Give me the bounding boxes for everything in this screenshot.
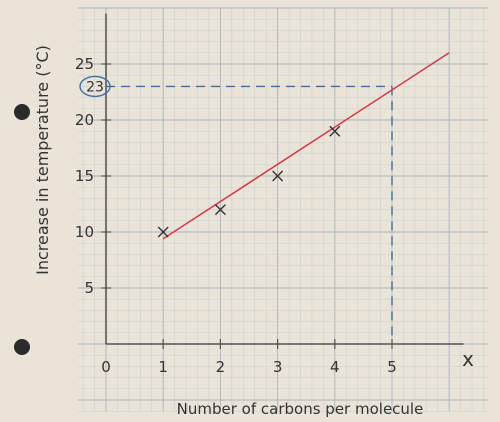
data-point [329, 125, 341, 137]
best-fit-line [162, 52, 450, 240]
reading-value-label: 23 [86, 79, 104, 95]
data-point-stroke [329, 125, 341, 137]
y-axis-label: Increase in temperature (°C) [33, 45, 52, 275]
data-point-stroke [214, 204, 226, 216]
y-tick-label: 15 [75, 167, 94, 185]
y-tick-label: 5 [84, 279, 94, 297]
data-point [272, 170, 284, 182]
data-point [157, 226, 169, 238]
y-tick-label: 25 [75, 55, 94, 73]
data-point-stroke [157, 226, 169, 238]
punch-hole [14, 104, 30, 120]
x-tick-label: 5 [387, 358, 397, 376]
y-tick-label: 10 [75, 223, 94, 241]
x-tick-label: 2 [216, 358, 226, 376]
x-axis-symbol: x [462, 347, 474, 371]
x-axis-label: Number of carbons per molecule [177, 400, 424, 418]
data-point [214, 204, 226, 216]
data-point-stroke [272, 170, 284, 182]
origin-label: 0 [101, 358, 111, 376]
y-tick-label: 20 [75, 111, 94, 129]
x-tick-label: 1 [158, 358, 168, 376]
reading-circle [79, 75, 111, 98]
punch-hole [14, 339, 30, 355]
x-tick-label: 4 [330, 358, 340, 376]
x-tick-label: 3 [273, 358, 283, 376]
